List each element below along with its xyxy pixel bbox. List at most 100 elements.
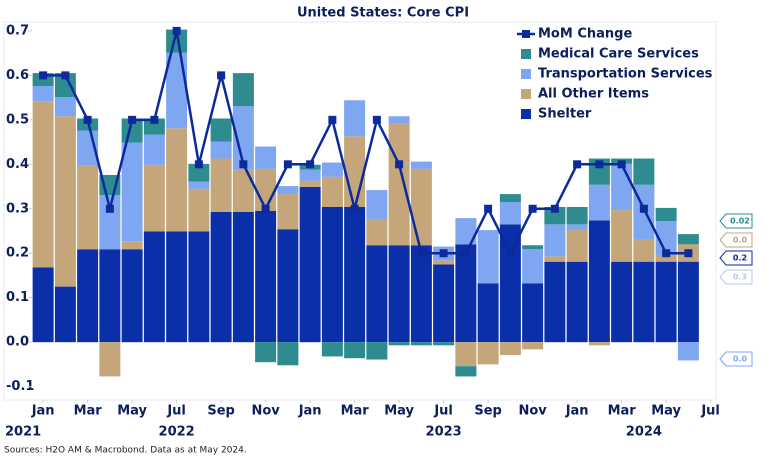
bar-segment (210, 211, 232, 343)
mom-point (261, 204, 270, 213)
bar-segment (566, 230, 588, 262)
bar-segment (655, 261, 677, 343)
mom-point (306, 160, 315, 169)
y-tick-label: -0.1 (6, 379, 34, 394)
mom-point (684, 249, 693, 258)
x-tick-label: Mar (74, 404, 103, 419)
bar-segment (522, 342, 544, 350)
bar-segment (522, 283, 544, 343)
x-tick-label: May (651, 404, 681, 419)
x-tick-label: Jul (700, 404, 720, 419)
y-tick-label: 0.4 (6, 157, 29, 172)
bar-segment (499, 224, 521, 343)
end-label: 0.0 (733, 236, 748, 245)
legend-label: Transportation Services (538, 67, 713, 82)
bar-segment (522, 245, 544, 250)
bar-segment (588, 342, 610, 346)
end-label: 0.2 (733, 254, 747, 263)
bar-segment (344, 342, 366, 359)
bar-segment (99, 249, 121, 343)
x-tick-label: May (117, 404, 147, 419)
bar-segment (388, 342, 410, 346)
bar-segment (388, 123, 410, 246)
bar-segment (633, 239, 655, 262)
bar-segment (77, 165, 99, 250)
bar-segment (321, 176, 343, 207)
bar-segment (366, 190, 388, 220)
mom-point (150, 115, 159, 124)
year-label: 2021 (5, 425, 41, 440)
bar-segment (455, 342, 477, 367)
mom-point (417, 249, 426, 258)
y-tick-label: 0.0 (6, 335, 29, 350)
end-label: 0.0 (733, 355, 748, 364)
bar-segment (188, 188, 210, 232)
x-tick-label: May (384, 404, 414, 419)
bar-segment (232, 73, 254, 107)
y-tick-label: 0.5 (6, 112, 29, 127)
bar-segment (77, 249, 99, 343)
bar-segment (255, 146, 277, 169)
bar-segment (410, 245, 432, 343)
bar-segment (566, 261, 588, 343)
mom-point (328, 115, 337, 124)
year-label: 2024 (626, 425, 662, 440)
bar-segment (655, 221, 677, 256)
bar-segment (210, 158, 232, 212)
mom-point (506, 249, 515, 258)
bar-segment (566, 224, 588, 231)
end-label: 0.3 (733, 273, 747, 282)
bar-segment (232, 169, 254, 212)
mom-point (350, 204, 359, 213)
mom-point (283, 160, 292, 169)
bar-segment (477, 283, 499, 343)
legend-label: Medical Care Services (538, 47, 699, 62)
y-tick-label: 0.1 (6, 290, 29, 305)
mom-point (172, 26, 181, 35)
x-tick-label: Mar (608, 404, 637, 419)
legend-swatch (521, 109, 531, 119)
bar-segment (143, 164, 165, 232)
legend-swatch (521, 69, 531, 79)
bar-segment (255, 168, 277, 211)
mom-point (595, 160, 604, 169)
mom-point (484, 204, 493, 213)
chart-title: United States: Core CPI (297, 6, 469, 21)
mom-point (617, 160, 626, 169)
bar-segment (388, 116, 410, 124)
bar-segment (455, 218, 477, 245)
bar-segment (299, 169, 321, 181)
bar-segment (121, 241, 143, 250)
end-label-box (719, 232, 753, 248)
bar-segment (54, 116, 76, 287)
bar-segment (188, 163, 210, 182)
bar-segment (344, 206, 366, 343)
bar-segment (677, 234, 699, 245)
bar-segment (32, 101, 54, 268)
bar-segment (277, 229, 299, 343)
bar-segment (143, 231, 165, 343)
bar-segment (121, 142, 143, 242)
bar-segment (633, 158, 655, 185)
bar-segment (433, 342, 455, 346)
bar-segment (366, 342, 388, 360)
bar-segment (255, 342, 277, 363)
y-tick-label: 0.3 (6, 201, 29, 216)
legend-label: MoM Change (538, 27, 632, 42)
bar-segment (321, 162, 343, 177)
bar-segment (344, 136, 366, 207)
mom-point (395, 160, 404, 169)
legend-marker (522, 30, 530, 38)
mom-point (83, 115, 92, 124)
bar-segment (677, 261, 699, 343)
legend-swatch (521, 49, 531, 59)
bar-segment (455, 366, 477, 377)
bar-segment (611, 261, 633, 343)
bar-segment (299, 186, 321, 343)
source-note: Sources: H2O AM & Macrobond. Data as at … (4, 446, 247, 456)
bar-segment (277, 186, 299, 195)
mom-point (550, 204, 559, 213)
mom-point (439, 249, 448, 258)
bar-segment (588, 220, 610, 343)
